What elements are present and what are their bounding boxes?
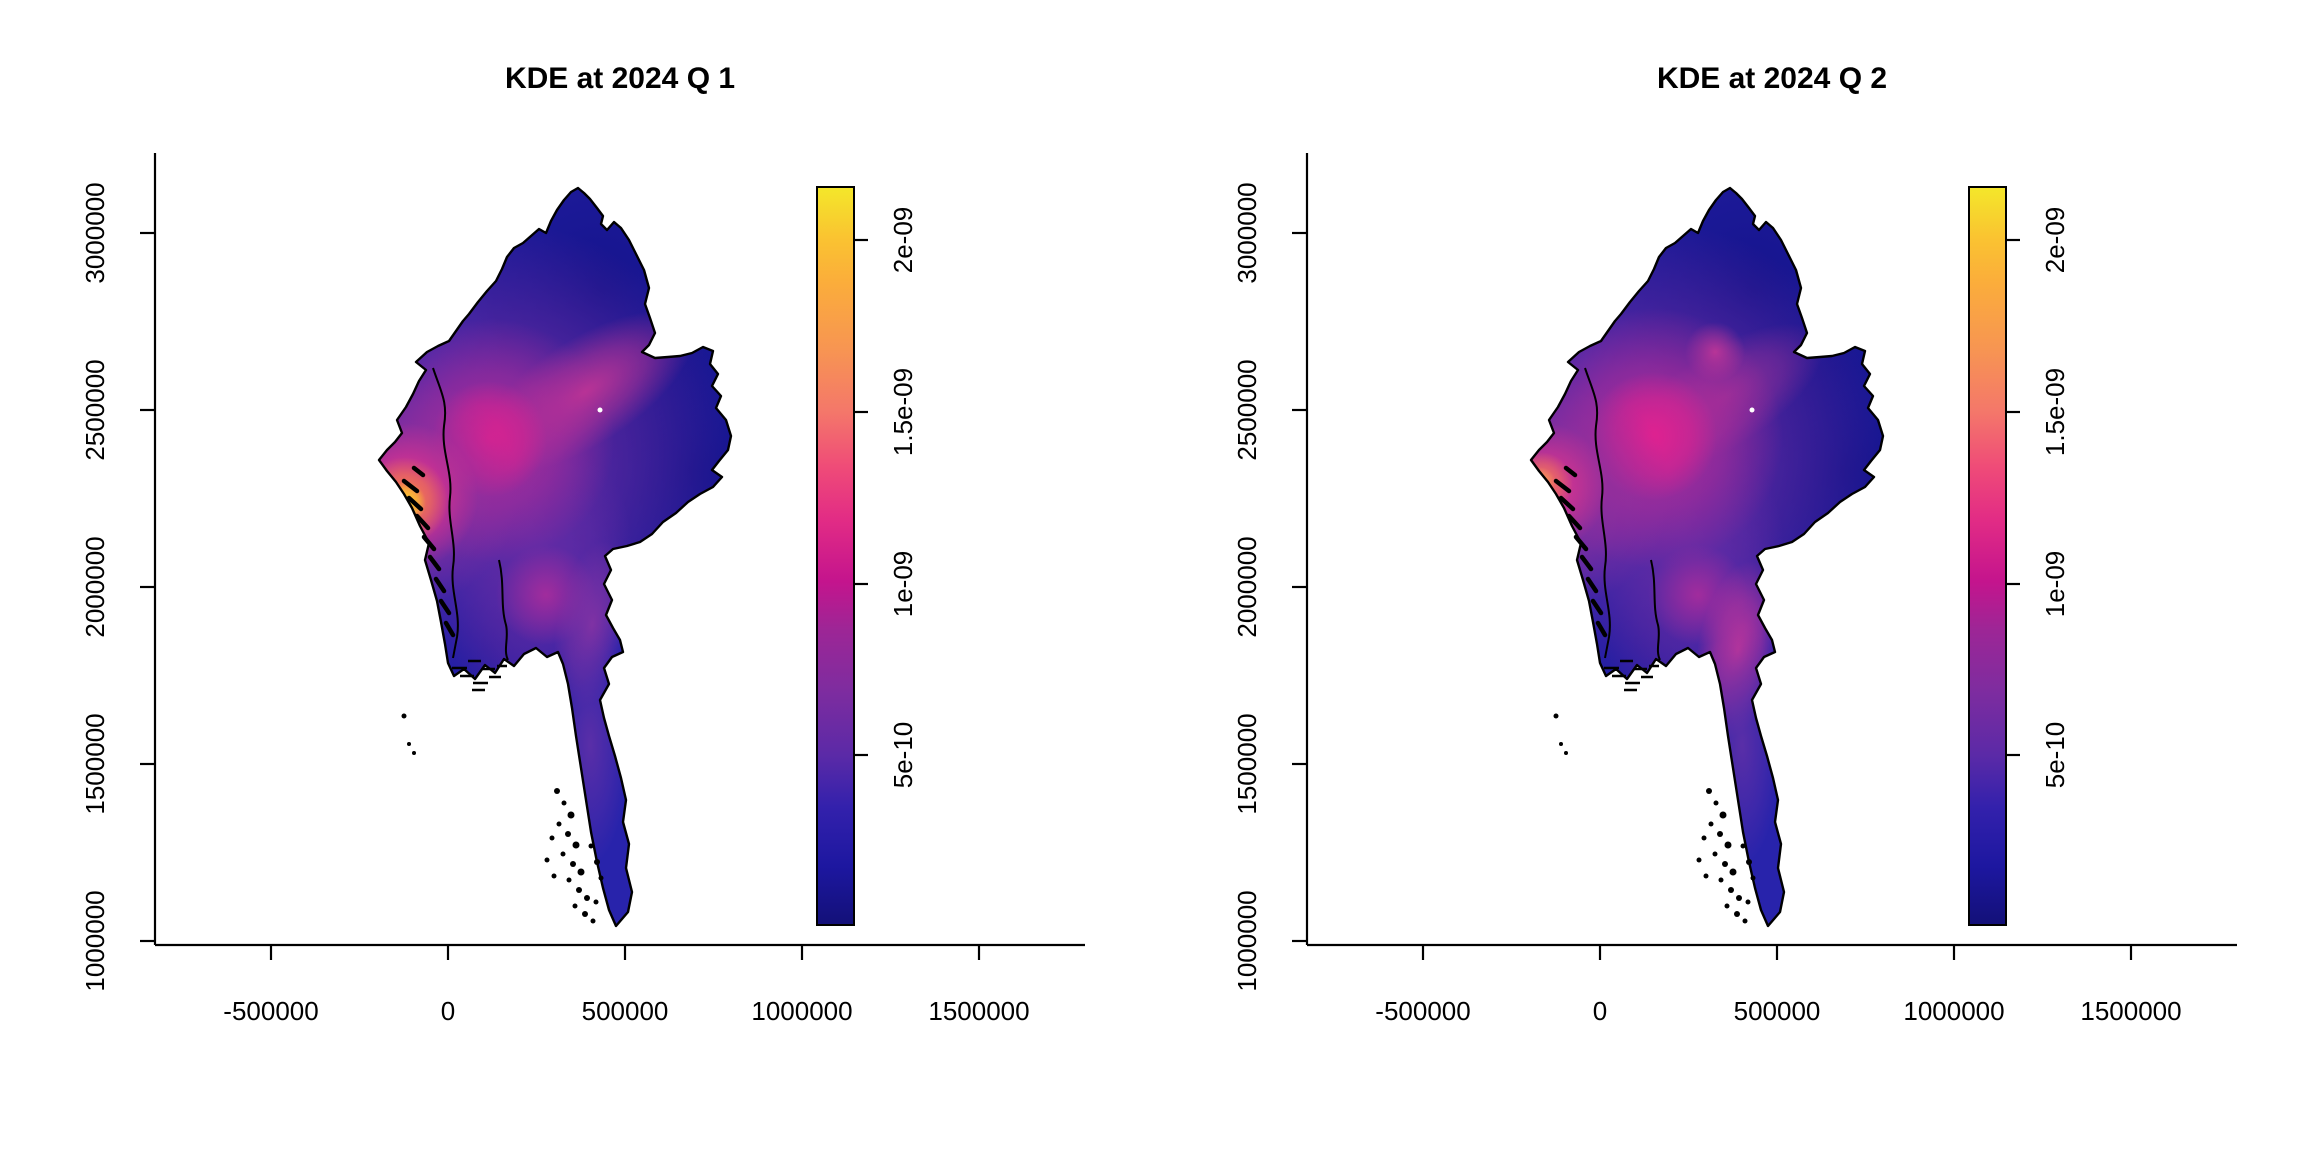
y-tick-label: 1000000 — [80, 890, 110, 991]
x-tick-label: -500000 — [1375, 996, 1470, 1026]
colorbar-tick-label: 1e-09 — [2040, 551, 2070, 618]
colorbar-tick-label: 5e-10 — [2040, 722, 2070, 789]
panel-title-q2: KDE at 2024 Q 2 — [1657, 62, 1887, 95]
colorbar-tick-label: 1e-09 — [888, 551, 918, 618]
colorbar-tick-label: 5e-10 — [888, 722, 918, 789]
x-tick-label: 1000000 — [1903, 996, 2004, 1026]
colorbar-tick-label: 2e-09 — [888, 207, 918, 274]
x-tick-label: 1500000 — [2080, 996, 2181, 1026]
colorbar-q2: 2e-09 1.5e-09 1e-09 5e-10 — [1968, 186, 2070, 926]
y-tick-label: 3000000 — [80, 182, 110, 283]
myanmar-kde-map-q1 — [377, 186, 733, 928]
y-tick-label: 1000000 — [1232, 890, 1262, 991]
colorbar-q1: 2e-09 1.5e-09 1e-09 5e-10 — [816, 186, 918, 926]
y-tick-label: 1500000 — [80, 713, 110, 814]
colorbar-tick-label: 1.5e-09 — [888, 368, 918, 456]
colorbar-tick-label: 2e-09 — [2040, 207, 2070, 274]
x-tick-label: 1000000 — [751, 996, 852, 1026]
kde-panel-q2: KDE at 2024 Q 2 3000000 2500000 2000000 … — [1152, 0, 2304, 1152]
panel-title-q1: KDE at 2024 Q 1 — [505, 62, 735, 95]
y-tick-label: 2500000 — [80, 359, 110, 460]
y-tick-label: 1500000 — [1232, 713, 1262, 814]
x-tick-label: 0 — [1593, 996, 1607, 1026]
y-tick-label: 3000000 — [1232, 182, 1262, 283]
y-tick-label: 2500000 — [1232, 359, 1262, 460]
x-tick-label: 0 — [441, 996, 455, 1026]
x-axis-q1: -500000 0 500000 1000000 1500000 — [155, 943, 1085, 1026]
y-tick-label: 2000000 — [80, 536, 110, 637]
y-axis-q1: 3000000 2500000 2000000 1500000 1000000 — [80, 153, 157, 992]
x-tick-label: -500000 — [223, 996, 318, 1026]
y-tick-label: 2000000 — [1232, 536, 1262, 637]
x-tick-label: 500000 — [582, 996, 669, 1026]
colorbar-tick-label: 1.5e-09 — [2040, 368, 2070, 456]
y-axis-q2: 3000000 2500000 2000000 1500000 1000000 — [1232, 153, 1309, 992]
x-tick-label: 1500000 — [928, 996, 1029, 1026]
kde-panel-q1: KDE at 2024 Q 1 3000000 2500000 2000000 … — [80, 62, 1085, 1026]
x-axis-q2: -500000 0 500000 1000000 1500000 — [1307, 943, 2237, 1026]
x-tick-label: 500000 — [1734, 996, 1821, 1026]
myanmar-kde-map-q2 — [1529, 186, 1885, 928]
